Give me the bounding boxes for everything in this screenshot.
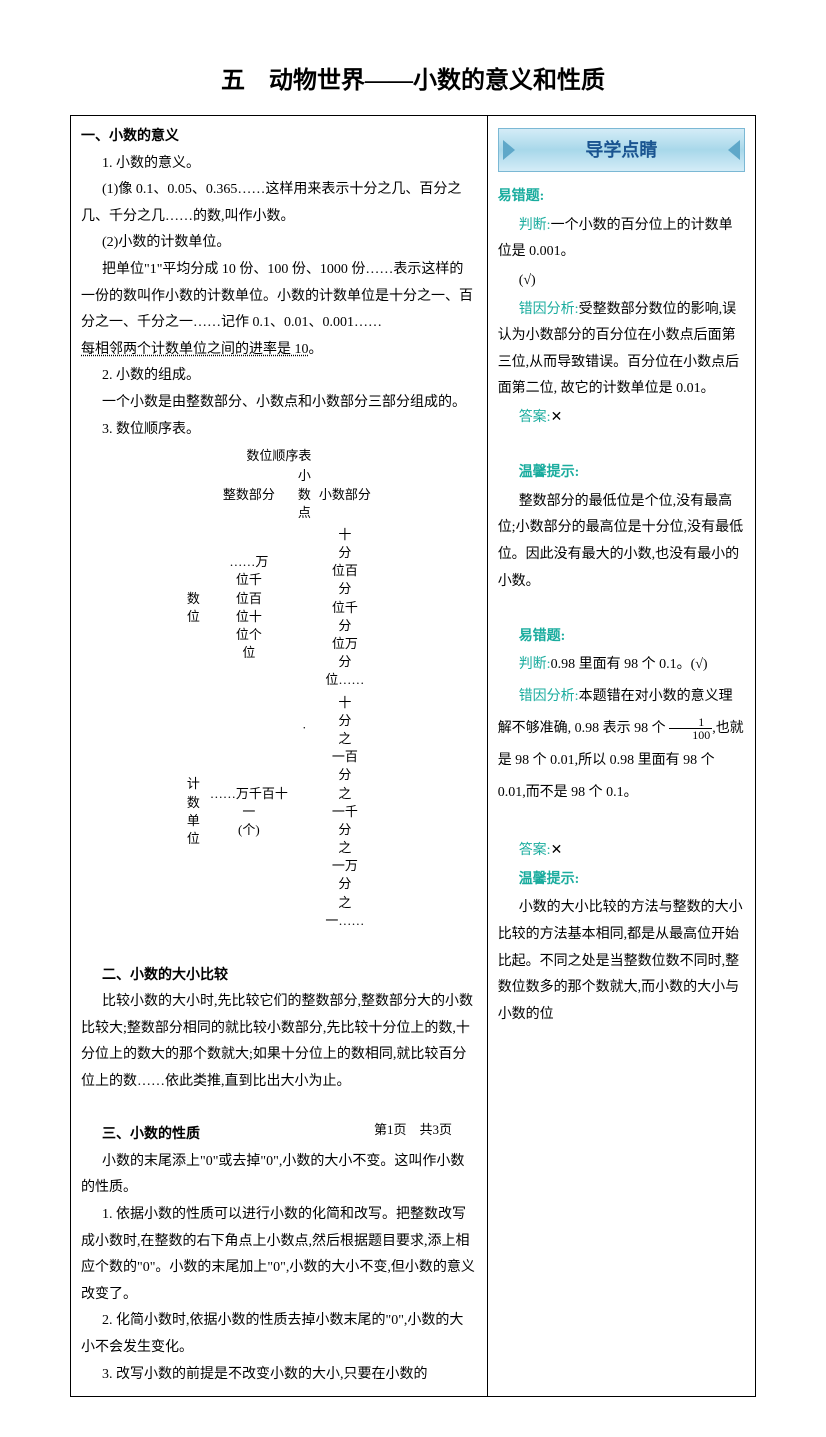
tip2-label-row: 温馨提示: bbox=[498, 867, 745, 894]
q2-answer-row: 答案:✕ bbox=[498, 838, 745, 865]
table-title: 数位顺序表 bbox=[81, 447, 477, 465]
item-1-3: 3. 数位顺序表。 bbox=[81, 417, 477, 444]
table-row-digits: 数位 ……万位千位百位十位个位 · 十分位百分位千分位万分位…… bbox=[183, 524, 375, 692]
q2-judge-label: 判断: bbox=[519, 657, 551, 672]
q1-label: 易错题: bbox=[498, 189, 545, 204]
position-table: 数位顺序表 整数部分 小数点 小数部分 数位 ……万位千位百位十位个位 · 十分… bbox=[81, 447, 477, 932]
q2-label-row: 易错题: bbox=[498, 624, 745, 651]
tip1: 整数部分的最低位是个位,没有最高位;小数部分的最高位是十分位,没有最低位。因此没… bbox=[498, 489, 745, 595]
q1-answer: ✕ bbox=[551, 410, 563, 425]
table-row-units: 计数单位 ……万千百十一(个) 十分之一百分之一千分之一万分之一…… bbox=[183, 692, 375, 932]
row2-int: ……万千百十一(个) bbox=[204, 692, 294, 932]
item-1-2: 2. 小数的组成。 bbox=[81, 363, 477, 390]
item-1-1e: 。 bbox=[309, 342, 323, 357]
item-1-1b: (2)小数的计数单位。 bbox=[81, 230, 477, 257]
row1-dec: 十分位百分位千分位万分位…… bbox=[315, 524, 375, 692]
row-dot: · bbox=[294, 524, 315, 932]
para-3-2: 2. 化简小数时,依据小数的性质去掉小数末尾的"0",小数的大小不会发生变化。 bbox=[81, 1308, 477, 1361]
q1-answer-label: 答案: bbox=[519, 410, 551, 425]
q1-analysis-row: 错因分析:受整数部分数位的影响,误认为小数部分的百分位在小数点后面第三位,从而导… bbox=[498, 297, 745, 403]
item-1-1d: 每相邻两个计数单位之间的进率是 10 bbox=[81, 342, 309, 357]
para-3-3: 3. 改写小数的前提是不改变小数的大小,只要在小数的 bbox=[81, 1362, 477, 1389]
tip2: 小数的大小比较的方法与整数的大小比较的方法基本相同,都是从最高位开始比起。不同之… bbox=[498, 895, 745, 1028]
page: 五 动物世界——小数的意义和性质 一、小数的意义 1. 小数的意义。 (1)像 … bbox=[0, 0, 826, 1437]
q1-judge-label: 判断: bbox=[519, 218, 551, 233]
row2-dec: 十分之一百分之一千分之一万分之一…… bbox=[315, 692, 375, 932]
para-3-1: 1. 依据小数的性质可以进行小数的化简和改写。把整数改写成小数时,在整数的右下角… bbox=[81, 1202, 477, 1308]
q1-mark: (√) bbox=[498, 268, 745, 295]
header-integer: 整数部分 bbox=[204, 465, 294, 524]
right-column: 导学点睛 易错题: 判断:一个小数的百分位上的计数单位是 0.001。 (√) … bbox=[488, 116, 755, 1396]
item-1-2a: 一个小数是由整数部分、小数点和小数部分三部分组成的。 bbox=[81, 390, 477, 417]
row2-label: 计数单位 bbox=[183, 692, 204, 932]
tip2-label: 温馨提示: bbox=[519, 872, 580, 887]
q2-answer-label: 答案: bbox=[519, 843, 551, 858]
item-1-1a: (1)像 0.1、0.05、0.365……这样用来表示十分之几、百分之几、千分之… bbox=[81, 177, 477, 230]
tip1-label-row: 温馨提示: bbox=[498, 460, 745, 487]
q1-label-row: 易错题: bbox=[498, 184, 745, 211]
q1-judge-row: 判断:一个小数的百分位上的计数单位是 0.001。 bbox=[498, 213, 745, 266]
fraction-1-100: 1100 bbox=[669, 716, 712, 741]
row1-label: 数位 bbox=[183, 524, 204, 692]
page-footer: 第1页 共3页 bbox=[0, 1119, 826, 1138]
heading-1: 一、小数的意义 bbox=[81, 124, 477, 151]
content-frame: 一、小数的意义 1. 小数的意义。 (1)像 0.1、0.05、0.365……这… bbox=[70, 115, 756, 1397]
q1-analysis-label: 错因分析: bbox=[519, 302, 579, 317]
left-column: 一、小数的意义 1. 小数的意义。 (1)像 0.1、0.05、0.365……这… bbox=[71, 116, 488, 1396]
para-2: 比较小数的大小时,先比较它们的整数部分,整数部分大的小数比较大;整数部分相同的就… bbox=[81, 989, 477, 1095]
heading-2: 二、小数的大小比较 bbox=[81, 963, 477, 990]
item-1-1c: 把单位"1"平均分成 10 份、100 份、1000 份……表示这样的一份的数叫… bbox=[81, 257, 477, 337]
position-value-table: 整数部分 小数点 小数部分 数位 ……万位千位百位十位个位 · 十分位百分位千分… bbox=[183, 465, 375, 932]
item-1-1: 1. 小数的意义。 bbox=[81, 151, 477, 178]
row1-int: ……万位千位百位十位个位 bbox=[204, 524, 294, 692]
para-3: 小数的末尾添上"0"或去掉"0",小数的大小不变。这叫作小数的性质。 bbox=[81, 1149, 477, 1202]
q2-judge-row: 判断:0.98 里面有 98 个 0.1。(√) bbox=[498, 652, 745, 679]
q2-analysis-label: 错因分析: bbox=[519, 689, 579, 704]
table-header-row: 整数部分 小数点 小数部分 bbox=[183, 465, 375, 524]
q1-answer-row: 答案:✕ bbox=[498, 405, 745, 432]
guide-banner: 导学点睛 bbox=[498, 128, 745, 172]
q2-judge: 0.98 里面有 98 个 0.1。(√) bbox=[551, 657, 708, 672]
q2-answer: ✕ bbox=[551, 843, 563, 858]
page-title: 五 动物世界——小数的意义和性质 bbox=[70, 60, 756, 95]
header-decimal: 小数部分 bbox=[315, 465, 375, 524]
q2-label: 易错题: bbox=[519, 629, 566, 644]
tip1-label: 温馨提示: bbox=[519, 465, 580, 480]
header-dot: 小数点 bbox=[294, 465, 315, 524]
item-1-1d-row: 每相邻两个计数单位之间的进率是 10。 bbox=[81, 337, 477, 364]
q2-analysis-row: 错因分析:本题错在对小数的意义理解不够准确, 0.98 表示 98 个 1100… bbox=[498, 681, 745, 810]
frac-den: 100 bbox=[669, 729, 712, 741]
